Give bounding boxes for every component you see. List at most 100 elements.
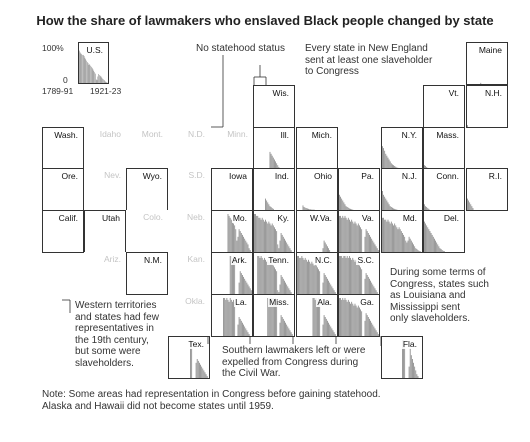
bar [389, 223, 391, 252]
bar [95, 79, 97, 83]
bar [397, 229, 399, 252]
bar [352, 257, 354, 294]
bar [324, 317, 326, 336]
bar [341, 256, 343, 294]
state-tile-idaho: Idaho [84, 127, 126, 170]
bar [278, 248, 280, 252]
bar [84, 57, 86, 83]
bar [405, 240, 407, 252]
bar [353, 223, 355, 252]
bar [204, 372, 206, 378]
bar [385, 198, 387, 210]
state-tile-ill: Ill. [253, 127, 295, 170]
bar [347, 217, 349, 252]
bar [416, 374, 418, 378]
state-tile-ala: Ala. [296, 294, 338, 337]
bar [419, 251, 421, 252]
state-tile-neb: Neb. [168, 210, 210, 253]
bar [313, 298, 315, 336]
bar [87, 62, 88, 83]
bar [424, 221, 425, 252]
bar [390, 163, 392, 169]
bar [328, 280, 329, 294]
state-label-pa: Pa. [360, 171, 375, 181]
bar [399, 229, 401, 252]
bar [345, 299, 347, 336]
bar [93, 70, 95, 83]
bar [305, 208, 307, 210]
bar [190, 340, 191, 378]
bar [276, 271, 278, 294]
bar [424, 204, 425, 210]
bar [388, 204, 390, 210]
bar [100, 76, 102, 83]
bar [269, 223, 271, 252]
southern-annotation: Southern lawmakers left or were expelled… [222, 345, 365, 380]
bar [354, 261, 356, 294]
bar [258, 256, 260, 294]
bar [270, 153, 272, 169]
bar [375, 246, 377, 252]
bar [275, 298, 276, 336]
bar [269, 206, 271, 210]
bar [382, 191, 383, 210]
bar [248, 286, 250, 294]
bar [233, 256, 234, 294]
state-tile-la: La. [211, 294, 253, 337]
state-bars-conn [424, 204, 430, 210]
state-bars-ind [265, 198, 274, 210]
state-bars-ark [229, 256, 252, 294]
bar [91, 66, 92, 83]
bar [245, 328, 247, 336]
bar [248, 334, 250, 336]
bar [280, 315, 282, 336]
state-bars-tenn [257, 256, 292, 294]
bar [83, 54, 84, 83]
bar [287, 286, 289, 294]
southern-line-1: Southern lawmakers left or were [222, 345, 366, 356]
state-tile-miss: Miss. [253, 294, 295, 337]
bar [276, 231, 278, 252]
bar [349, 301, 350, 336]
state-label-ill: Ill. [279, 130, 290, 140]
bar [347, 207, 349, 210]
bar [386, 221, 388, 252]
bar [298, 256, 299, 294]
bar [415, 370, 417, 378]
state-bars-n-c [297, 256, 336, 294]
bar [356, 261, 358, 294]
bar [254, 214, 255, 252]
bar [230, 256, 232, 294]
bar [197, 360, 199, 378]
bar [281, 317, 283, 336]
state-bars-ky [254, 214, 292, 252]
state-tile-ohio: Ohio [296, 168, 338, 211]
bar [260, 219, 262, 252]
state-label-ky: Ky. [276, 213, 290, 223]
state-label-fla: Fla. [401, 339, 418, 349]
state-tile-nev: Nev. [84, 168, 126, 211]
state-label-ga: Ga. [359, 297, 375, 307]
bar [233, 299, 234, 336]
bar [349, 219, 350, 252]
state-label-kan: Kan. [187, 254, 206, 264]
state-label-vt: Vt. [447, 88, 460, 98]
bar [79, 50, 80, 83]
state-label-s-d: S.D. [188, 170, 205, 180]
bar [318, 269, 319, 294]
bar [394, 165, 396, 169]
bar [351, 259, 353, 294]
western-line-4: the 19th century, [75, 334, 149, 346]
bar [268, 261, 270, 294]
bar [400, 231, 402, 252]
bar [257, 215, 259, 252]
bar [287, 244, 289, 252]
bar [279, 284, 281, 294]
bar [410, 240, 412, 252]
bar [264, 221, 265, 252]
state-tile-md: Md. [381, 210, 423, 253]
bar [350, 257, 351, 294]
bar [340, 298, 341, 336]
bar [441, 250, 443, 252]
bar [305, 259, 307, 294]
